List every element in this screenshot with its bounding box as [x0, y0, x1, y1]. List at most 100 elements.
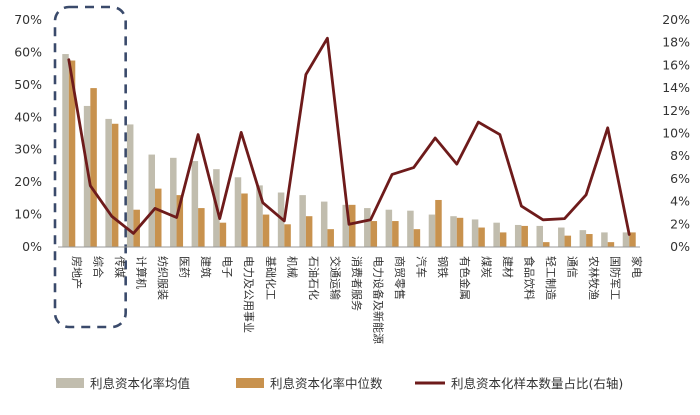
bar-mean-21 — [514, 224, 522, 247]
bar-mean-17 — [428, 214, 436, 247]
bar-mean-25 — [601, 232, 608, 247]
right-tick-label: 10% — [662, 126, 690, 141]
bar-median-8 — [241, 193, 248, 247]
category-label-2: 传媒 — [113, 256, 126, 278]
right-tick-label: 20% — [662, 12, 690, 27]
category-label-5: 医药 — [178, 256, 191, 278]
bar-median-18 — [456, 217, 464, 247]
bar-median-4 — [155, 188, 162, 247]
category-label-0: 房地产 — [70, 256, 84, 289]
category-label-7: 电子 — [221, 256, 234, 278]
bar-median-16 — [413, 229, 421, 247]
category-label-12: 交通运输 — [328, 256, 342, 300]
category-label-16: 汽车 — [415, 256, 429, 278]
left-tick-label: 40% — [14, 109, 42, 124]
bar-mean-23 — [558, 227, 565, 247]
bar-mean-11 — [299, 195, 306, 247]
left-tick-label: 0% — [22, 239, 42, 254]
bar-median-10 — [284, 224, 291, 247]
right-tick-label: 14% — [662, 80, 690, 95]
bar-mean-0 — [62, 54, 69, 247]
bar-median-23 — [564, 235, 572, 247]
bar-median-0 — [68, 60, 76, 248]
category-label-8: 电力及公用事业 — [242, 256, 255, 333]
category-label-1: 综合 — [91, 256, 105, 278]
category-label-6: 建筑 — [199, 256, 213, 278]
category-label-13: 消费者服务 — [350, 256, 364, 311]
bar-median-1 — [90, 88, 97, 247]
bar-mean-20 — [493, 222, 500, 247]
left-tick-label: 70% — [14, 12, 42, 27]
right-tick-label: 4% — [670, 194, 690, 209]
legend: 利息资本化率均值 利息资本化率中位数 利息资本化样本数量占比(右轴) — [56, 376, 623, 391]
highlight-box — [53, 5, 127, 329]
bar-median-19 — [478, 227, 485, 247]
right-tick-label: 16% — [662, 57, 690, 72]
left-tick-label: 20% — [14, 174, 42, 189]
bar-mean-18 — [450, 216, 457, 247]
legend-swatch-median — [236, 378, 264, 388]
category-label-17: 钢铁 — [436, 256, 449, 278]
bar-median-20 — [499, 232, 507, 247]
bar-mean-13 — [342, 204, 349, 247]
category-label-20: 建材 — [501, 256, 515, 278]
legend-label-median: 利息资本化率中位数 — [270, 376, 383, 391]
category-label-19: 煤炭 — [479, 256, 492, 278]
bar-mean-15 — [385, 209, 393, 247]
category-label-26: 家电 — [630, 256, 644, 278]
category-label-21: 食品饮料 — [522, 256, 536, 300]
highlight-box-layer — [53, 5, 127, 329]
right-tick-label: 18% — [662, 35, 690, 50]
legend-label-mean: 利息资本化率均值 — [90, 376, 190, 391]
category-label-4: 纺织服装 — [156, 256, 170, 300]
right-axis-ticks: 0% 2% 4% 6% 8% 10% 12% 14% 16% 18% 20% — [662, 12, 690, 254]
bar-median-2 — [111, 123, 119, 247]
bar-mean-6 — [191, 161, 199, 247]
bar-mean-16 — [407, 210, 414, 247]
bar-median-21 — [521, 225, 528, 247]
bar-mean-8 — [234, 177, 242, 247]
category-label-10: 机械 — [285, 256, 299, 278]
bar-median-22 — [543, 242, 550, 247]
bar-median-25 — [607, 242, 615, 247]
right-tick-label: 0% — [670, 239, 690, 254]
bar-median-12 — [327, 229, 334, 247]
bar-median-15 — [392, 221, 399, 247]
bar-mean-19 — [471, 219, 479, 247]
bar-mean-9 — [256, 185, 263, 247]
left-axis-ticks: 0% 10% 20% 30% 40% 50% 60% 70% — [14, 12, 42, 254]
right-tick-label: 8% — [670, 148, 690, 163]
category-label-25: 国防军工 — [609, 256, 623, 300]
right-tick-label: 12% — [662, 103, 690, 118]
bar-mean-14 — [364, 208, 371, 247]
category-label-18: 有色金属 — [458, 256, 472, 300]
category-label-15: 商贸零售 — [393, 256, 407, 300]
bar-median-7 — [219, 222, 227, 247]
category-label-3: 计算机 — [134, 256, 148, 289]
bar-median-14 — [370, 221, 378, 247]
bar-median-26 — [629, 232, 636, 247]
bar-mean-12 — [320, 201, 328, 247]
category-label-14: 电力设备及新能源 — [372, 256, 386, 344]
left-tick-label: 60% — [14, 44, 42, 59]
bar-median-9 — [262, 214, 270, 247]
bar-median-13 — [349, 204, 356, 247]
category-label-9: 基础化工 — [264, 256, 278, 300]
line-layer — [67, 36, 631, 236]
right-tick-label: 2% — [670, 216, 690, 231]
category-labels: 房地产 综合 传媒 计算机 纺织服装 医药 建筑 电子 电力及公用事业 基础化工 机械 石油石化 交通运… — [70, 256, 644, 344]
bar-median-17 — [435, 199, 442, 247]
bar-mean-3 — [126, 124, 134, 247]
bar-mean-4 — [148, 154, 155, 247]
bar-median-5 — [176, 195, 184, 247]
legend-label-ratio: 利息资本化样本数量占比(右轴) — [451, 376, 623, 391]
category-label-11: 石油石化 — [307, 256, 321, 300]
category-label-23: 通信 — [566, 256, 579, 278]
bar-mean-1 — [83, 105, 91, 247]
left-tick-label: 10% — [14, 207, 42, 222]
category-label-22: 轻工制造 — [544, 256, 558, 300]
bar-mean-26 — [622, 232, 630, 247]
bar-mean-22 — [536, 225, 543, 247]
